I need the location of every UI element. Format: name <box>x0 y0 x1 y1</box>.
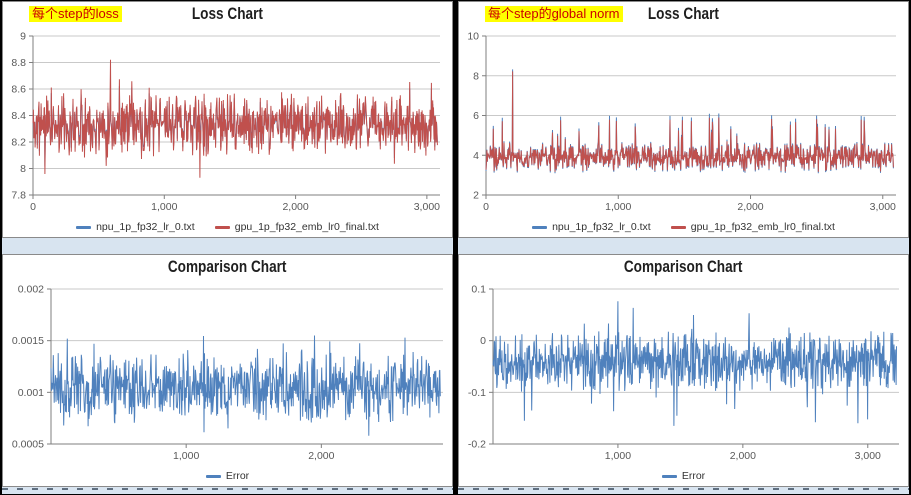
chart-title: Loss Chart <box>647 4 720 23</box>
svg-text:8.6: 8.6 <box>11 84 26 96</box>
svg-text:4: 4 <box>473 150 479 162</box>
y-axis-labels: 0.1 0 -0.1 -0.2 <box>468 284 486 451</box>
svg-text:3,000: 3,000 <box>414 201 440 213</box>
panel-header: 每个step的global norm Loss Chart <box>459 2 908 28</box>
legend-item-npu: npu_1p_fp32_lr_0.txt <box>76 221 195 233</box>
spreadsheet-gap-strip <box>2 238 453 254</box>
comparison-chart-plot-right: 0.1 0 -0.1 -0.2 1,000 2,000 3,000 <box>468 284 899 462</box>
svg-text:1,000: 1,000 <box>605 450 631 462</box>
svg-text:8: 8 <box>473 70 479 82</box>
y-axis-labels: 10 8 6 4 2 <box>467 31 479 202</box>
comparison-chart-panel-right: Comparison Chart 0.1 0 -0.1 -0.2 1,000 2,000 3… <box>458 254 909 487</box>
x-axis-labels: 1,000 2,000 <box>173 444 335 462</box>
legend-label: gpu_1p_fp32_emb_lr0_final.txt <box>690 221 835 233</box>
axes <box>50 289 443 445</box>
x-axis-labels: 1,000 2,000 3,000 <box>605 444 881 462</box>
annotation-highlight-loss: 每个step的loss <box>29 6 122 22</box>
legend-item-gpu: gpu_1p_fp32_emb_lr0_final.txt <box>214 221 379 233</box>
svg-text:0.1: 0.1 <box>471 284 486 296</box>
gridlines <box>47 288 443 445</box>
svg-text:0.001: 0.001 <box>18 387 44 399</box>
legend-line-swatch-blue <box>76 225 92 229</box>
legend-line-swatch-blue <box>532 225 548 229</box>
legend-item-npu: npu_1p_fp32_lr_0.txt <box>532 221 651 233</box>
gridlines <box>482 35 896 196</box>
legend: Error <box>459 466 908 486</box>
y-axis-labels: 9 8.8 8.6 8.4 8.2 8 7.8 <box>11 31 26 202</box>
axes <box>492 289 899 445</box>
svg-text:2: 2 <box>473 190 479 202</box>
legend-line-swatch-red <box>214 225 230 229</box>
cropped-spreadsheet-row <box>2 487 453 494</box>
annotation-highlight-global-norm: 每个step的global norm <box>485 6 623 22</box>
svg-text:3,000: 3,000 <box>855 450 881 462</box>
legend-line-swatch-blue <box>205 474 221 478</box>
svg-text:8: 8 <box>20 163 26 175</box>
svg-text:0: 0 <box>30 201 36 213</box>
legend-label: Error <box>681 470 706 482</box>
svg-text:1,000: 1,000 <box>605 201 631 213</box>
svg-text:-0.1: -0.1 <box>468 387 486 399</box>
legend-item-gpu: gpu_1p_fp32_emb_lr0_final.txt <box>670 221 835 233</box>
svg-text:6: 6 <box>473 110 479 122</box>
legend-line-swatch-blue <box>661 474 677 478</box>
loss-chart-panel-left: 每个step的loss Loss Chart 9 8.8 8.6 8.4 8.2 8 7.8… <box>2 1 453 238</box>
comparison-chart-plot-left: 0.002 0.0015 0.001 0.0005 1,000 2,000 <box>12 284 443 462</box>
legend-label: npu_1p_fp32_lr_0.txt <box>552 221 651 233</box>
svg-text:-0.2: -0.2 <box>468 439 486 451</box>
svg-text:0.0015: 0.0015 <box>12 335 44 347</box>
series-gpu_1p_fp32_emb_lr0_final.txt <box>32 59 438 178</box>
svg-text:2,000: 2,000 <box>730 450 756 462</box>
spreadsheet-gap-strip <box>458 238 909 254</box>
legend-label: gpu_1p_fp32_emb_lr0_final.txt <box>234 221 379 233</box>
legend-item-error: Error <box>661 470 706 482</box>
comparison-chart-panel-left: Comparison Chart 0.002 0.0015 0.001 0.0005 1… <box>2 254 453 487</box>
svg-text:3,000: 3,000 <box>870 201 896 213</box>
cropped-spreadsheet-row <box>458 487 909 494</box>
chart-title: Comparison Chart <box>624 257 743 276</box>
svg-text:1,000: 1,000 <box>151 201 177 213</box>
loss-chart-plot-left: 9 8.8 8.6 8.4 8.2 8 7.8 0 1,000 2,000 3,000 <box>11 31 440 214</box>
panel-header: Comparison Chart <box>459 255 908 281</box>
chart-title: Comparison Chart <box>168 257 287 276</box>
svg-text:7.8: 7.8 <box>11 190 26 202</box>
svg-text:9: 9 <box>20 31 26 43</box>
svg-text:0: 0 <box>483 201 489 213</box>
svg-text:0.002: 0.002 <box>18 284 44 296</box>
legend: Error <box>3 466 452 486</box>
panel-header: Comparison Chart <box>3 255 452 281</box>
svg-text:8.8: 8.8 <box>11 57 26 69</box>
chart-title: Loss Chart <box>191 4 264 23</box>
legend: npu_1p_fp32_lr_0.txt gpu_1p_fp32_emb_lr0… <box>459 217 908 237</box>
svg-text:2,000: 2,000 <box>282 201 308 213</box>
series-Error <box>50 335 441 436</box>
series-gpu_1p_fp32_emb_lr0_final.txt <box>485 71 894 172</box>
y-axis-labels: 0.002 0.0015 0.001 0.0005 <box>12 284 44 451</box>
loss-chart-plot-right: 10 8 6 4 20 1,000 2,000 3,000 <box>467 31 896 214</box>
legend-line-swatch-red <box>670 225 686 229</box>
legend-item-error: Error <box>205 470 250 482</box>
series-Error <box>492 301 897 426</box>
svg-text:8.2: 8.2 <box>11 137 26 149</box>
legend-label: Error <box>225 470 250 482</box>
svg-text:10: 10 <box>467 31 479 43</box>
x-axis-labels: 0 1,000 2,000 3,000 <box>30 195 440 213</box>
svg-text:1,000: 1,000 <box>173 450 199 462</box>
loss-chart-panel-right: 每个step的global norm Loss Chart 10 8 6 4 2 0 1,0… <box>458 1 909 238</box>
legend-label: npu_1p_fp32_lr_0.txt <box>96 221 195 233</box>
svg-text:0.0005: 0.0005 <box>12 439 44 451</box>
svg-text:2,000: 2,000 <box>308 450 334 462</box>
legend: npu_1p_fp32_lr_0.txt gpu_1p_fp32_emb_lr0… <box>3 217 452 237</box>
x-axis-labels: 0 1,000 2,000 3,000 <box>483 195 896 213</box>
panel-header: 每个step的loss Loss Chart <box>3 2 452 28</box>
svg-text:8.4: 8.4 <box>11 110 26 122</box>
svg-text:0: 0 <box>480 335 486 347</box>
svg-text:2,000: 2,000 <box>737 201 763 213</box>
